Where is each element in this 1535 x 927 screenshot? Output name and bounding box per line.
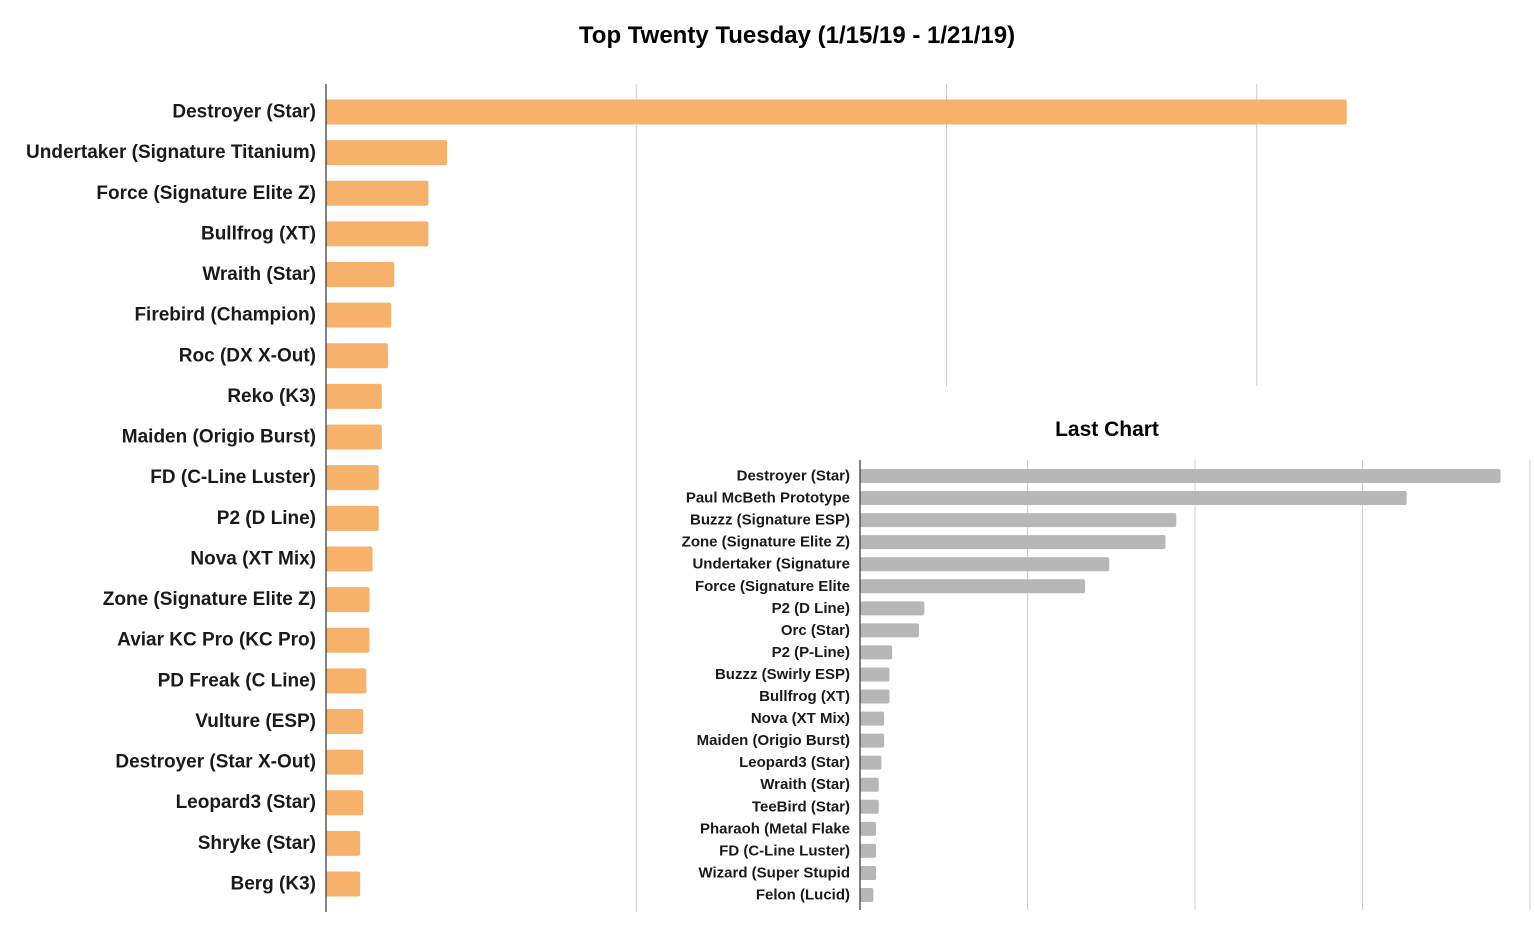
main-category-label: Wraith (Star) [202, 264, 316, 285]
inset-category-label: P2 (D Line) [772, 600, 850, 617]
main-bar [326, 830, 361, 856]
inset-category-label: Nova (XT Mix) [751, 710, 850, 727]
main-bar [326, 790, 364, 816]
main-category-label: Destroyer (Star X-Out) [115, 752, 316, 773]
main-category-label: Undertaker (Signature Titanium) [26, 142, 316, 163]
inset-category-label: Buzzz (Swirly ESP) [715, 666, 850, 683]
inset-bar [860, 755, 882, 770]
main-category-label: Nova (XT Mix) [190, 548, 316, 569]
main-category-label: Force (Signature Elite Z) [96, 183, 316, 204]
inset-category-label: Bullfrog (XT) [759, 688, 850, 705]
inset-bar [860, 843, 877, 858]
inset-category-label: Zone (Signature Elite Z) [682, 534, 850, 551]
inset-bar [860, 799, 879, 814]
main-bar [326, 99, 1347, 125]
inset-category-label: Undertaker (Signature [692, 556, 850, 573]
main-category-label: Destroyer (Star) [172, 102, 316, 123]
inset-chart: Destroyer (Star) Paul McBeth Prototype Buz… [660, 386, 1535, 927]
main-bar [326, 343, 389, 369]
inset-bar [860, 821, 877, 836]
main-bar [326, 749, 364, 775]
inset-category-label: Buzzz (Signature ESP) [690, 512, 850, 529]
inset-category-label: FD (C-Line Luster) [719, 842, 850, 859]
main-bar [326, 587, 370, 613]
main-bar [326, 465, 379, 491]
main-category-label: Bullfrog (XT) [201, 223, 316, 244]
main-category-label: Leopard3 (Star) [176, 792, 316, 813]
inset-bar [860, 491, 1407, 506]
inset-category-label: Pharaoh (Metal Flake [700, 820, 850, 837]
main-category-label: Firebird (Champion) [134, 305, 316, 326]
main-bar [326, 668, 367, 694]
main-category-label: Reko (K3) [227, 386, 316, 407]
inset-bar [860, 579, 1086, 594]
inset-category-label: Destroyer (Star) [737, 468, 850, 485]
inset-bar [860, 689, 890, 704]
main-bar [326, 383, 382, 409]
inset-bar [860, 535, 1166, 550]
inset-category-label: P2 (P-Line) [772, 644, 850, 661]
inset-bar [860, 667, 890, 682]
inset-bar [860, 711, 885, 726]
main-bar [326, 708, 364, 734]
main-category-label: FD (C-Line Luster) [150, 467, 316, 488]
inset-bar [860, 733, 885, 748]
main-bar [326, 262, 395, 288]
inset-category-label: Orc (Star) [781, 622, 850, 639]
inset-gridlines [1027, 460, 1531, 910]
inset-bar [860, 469, 1501, 483]
main-category-label: PD Freak (C Line) [158, 670, 316, 691]
inset-category-label: Felon (Lucid) [756, 887, 850, 904]
inset-bar [860, 888, 874, 902]
main-bar [326, 221, 429, 247]
inset-category-label: TeeBird (Star) [752, 798, 850, 815]
main-category-label: Zone (Signature Elite Z) [103, 589, 316, 610]
inset-bar [860, 513, 1177, 528]
main-category-label: Aviar KC Pro (KC Pro) [117, 630, 316, 651]
main-category-label: P2 (D Line) [217, 508, 316, 529]
main-category-label: Vulture (ESP) [195, 711, 316, 732]
inset-bar [860, 645, 893, 660]
main-chart: Destroyer (Star) Undertaker (Signature Ti… [26, 22, 1347, 912]
inset-bar [860, 623, 919, 638]
inset-category-label: Wraith (Star) [760, 776, 850, 793]
main-bar [326, 505, 379, 531]
inset-bar [860, 601, 925, 616]
main-category-labels: Destroyer (Star) Undertaker (Signature Ti… [26, 102, 316, 895]
main-bar [326, 180, 429, 206]
main-bar [326, 546, 373, 572]
inset-bar [860, 777, 879, 792]
main-bar [326, 424, 382, 450]
main-category-label: Berg (K3) [230, 874, 316, 895]
main-category-label: Maiden (Origio Burst) [122, 427, 316, 448]
main-bar [326, 627, 370, 653]
inset-category-labels: Destroyer (Star) Paul McBeth Prototype Buz… [682, 468, 850, 904]
inset-bar [860, 865, 877, 880]
inset-category-label: Force (Signature Elite [695, 578, 850, 595]
inset-bars [860, 469, 1501, 902]
main-bar [326, 871, 361, 897]
inset-category-label: Wizard (Super Stupid [698, 864, 850, 881]
inset-bar [860, 557, 1110, 572]
inset-category-label: Leopard3 (Star) [739, 754, 850, 771]
inset-category-label: Paul McBeth Prototype [686, 490, 850, 507]
main-bar [326, 140, 447, 166]
main-chart-title: Top Twenty Tuesday (1/15/19 - 1/21/19) [579, 22, 1015, 49]
inset-category-label: Maiden (Origio Burst) [697, 732, 850, 749]
main-category-label: Shryke (Star) [198, 833, 316, 854]
main-bar [326, 302, 392, 328]
main-category-label: Roc (DX X-Out) [179, 345, 316, 366]
main-bars [326, 99, 1347, 897]
inset-chart-title: Last Chart [1055, 418, 1159, 441]
